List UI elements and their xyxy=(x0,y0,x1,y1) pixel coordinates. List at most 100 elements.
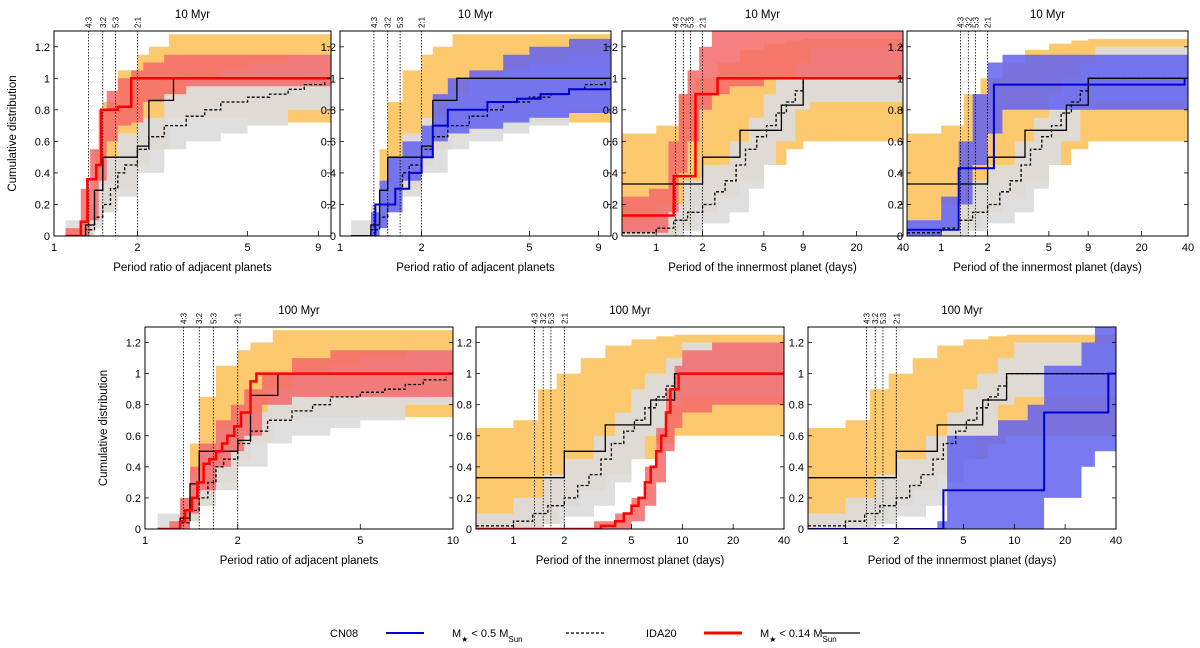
series-black-solid xyxy=(65,77,331,236)
x-tick-label: 20 xyxy=(1059,535,1071,547)
resonance-label: 3:2 xyxy=(871,312,880,324)
legend-mstar-014-sun: Sun xyxy=(823,635,837,644)
legend-cn08-label: CN08 xyxy=(330,628,358,640)
panel-title: 100 Myr xyxy=(278,305,320,317)
y-tick-label: 0.4 xyxy=(126,462,141,474)
plot-area xyxy=(476,327,784,529)
grey-band xyxy=(65,46,331,236)
y-tick-label: 0.6 xyxy=(888,136,903,148)
x-tick-label: 1 xyxy=(337,242,343,254)
y-tick-label: 0 xyxy=(466,524,472,536)
panel-title: 10 Myr xyxy=(175,9,210,21)
legend: CN08 M★ < 0.5 MSun IDA20 M★ < 0.14 MSun xyxy=(330,628,860,644)
x-tick-label: 40 xyxy=(778,535,790,547)
grey-band xyxy=(808,342,1116,529)
x-tick-label: 9 xyxy=(800,242,806,254)
series-black-dashed xyxy=(65,81,326,236)
y-tick-label: 1.2 xyxy=(888,42,903,54)
legend-mstar-05-sun: Sun xyxy=(508,635,522,644)
y-tick-label: 0.6 xyxy=(321,136,336,148)
panel-title: 10 Myr xyxy=(745,9,780,21)
x-tick-label: 40 xyxy=(897,242,909,254)
resonance-label: 2:1 xyxy=(133,16,142,28)
x-tick-label: 20 xyxy=(1135,242,1147,254)
series-black-dashed xyxy=(907,77,1188,234)
x-tick-label: 40 xyxy=(1182,242,1194,254)
panels: 4:3 3:2 5:3 2:100.20.40.60.811.21 2 5 910 MyrP… xyxy=(7,9,1194,567)
x-axis-title: Period of the innermost planet (days) xyxy=(668,262,857,274)
x-tick-label: 5 xyxy=(526,242,532,254)
y-tick-label: 0.8 xyxy=(321,105,336,117)
legend-entry-cn08: CN08 xyxy=(330,628,424,640)
red-band xyxy=(169,350,453,529)
plot-area xyxy=(65,31,331,236)
x-tick-label: 2 xyxy=(134,242,140,254)
chart-panel-6: 4:3 3:25:3 2:1 0 0.2 0.4 0.6 0.8 1 1.2 1 2 5 10 20 40 10… xyxy=(457,305,790,567)
series-black-dashed xyxy=(622,77,903,234)
legend-mstar-014-label: M★ < 0.14 MSun xyxy=(760,628,837,644)
resonance-label: 4:3 xyxy=(531,312,540,324)
panel-title: 10 Myr xyxy=(1030,9,1065,21)
x-axis-title: Period of the innermost planet (days) xyxy=(536,555,725,567)
x-tick-label: 9 xyxy=(1085,242,1091,254)
chart-panel-2: 4:3 3:2 5:3 2:1 0 0.2 0.4 0.6 0.8 1 1.2 1 2 5 9 10 Myr P… xyxy=(321,9,612,274)
y-axis-title: Cumulative distribution xyxy=(98,370,110,486)
plot-area xyxy=(351,31,611,236)
y-tick-label: 0.2 xyxy=(35,199,50,211)
resonance-label: 3:2 xyxy=(679,16,688,28)
grey-band xyxy=(622,46,903,236)
x-tick-label: 1 xyxy=(842,535,848,547)
chart-panel-5: 4:3 3:2 5:3 2:1 0 0.2 0.4 0.6 0.8 1 1.2 1 2 5 10 100 My… xyxy=(98,305,459,567)
y-tick-label: 0.6 xyxy=(603,136,618,148)
y-tick-label: 0.8 xyxy=(457,400,472,412)
y-tick-label: 0.8 xyxy=(888,105,903,117)
plot-area xyxy=(157,327,453,529)
y-tick-label: 1 xyxy=(897,73,903,85)
chart-panel-4: 4:33:25:3 2:1 0 0.2 0.4 0.6 0.8 1 1.2 1 2 5 9 20 40 10 … xyxy=(888,9,1194,274)
y-tick-label: 0 xyxy=(330,231,336,243)
x-tick-label: 2 xyxy=(699,242,705,254)
resonance-label: 5:3 xyxy=(971,16,980,28)
series-black-solid xyxy=(351,77,611,236)
plot-frame xyxy=(906,30,1189,237)
y-tick-label: 1 xyxy=(44,73,50,85)
x-tick-label: 1 xyxy=(938,242,944,254)
blue-band xyxy=(370,38,611,236)
x-tick-label: 10 xyxy=(447,535,459,547)
legend-mstar-014-m: M xyxy=(760,628,769,640)
resonance-label: 4:3 xyxy=(863,312,872,324)
x-tick-label: 9 xyxy=(315,242,321,254)
resonance-label: 5:3 xyxy=(547,312,556,324)
y-tick-label: 0.2 xyxy=(321,199,336,211)
legend-mstar-014-star: ★ xyxy=(769,635,776,644)
y-tick-label: 1 xyxy=(135,369,141,381)
blue-band xyxy=(937,327,1116,529)
y-tick-label: 0.2 xyxy=(888,199,903,211)
y-tick-label: 0.4 xyxy=(35,168,50,180)
series-red-solid xyxy=(157,372,453,529)
x-tick-label: 10 xyxy=(1008,535,1020,547)
panel-title: 10 Myr xyxy=(458,9,493,21)
resonance-label: 5:3 xyxy=(396,16,405,28)
y-tick-label: 0.8 xyxy=(603,105,618,117)
panel-title: 100 Myr xyxy=(609,305,651,317)
plot-frame xyxy=(807,326,1117,530)
y-tick-label: 0.2 xyxy=(457,493,472,505)
x-axis-title: Period of the innermost planet (days) xyxy=(953,262,1142,274)
series-black-dashed xyxy=(157,376,447,529)
plot-frame xyxy=(53,30,332,237)
resonance-label: 5:3 xyxy=(879,312,888,324)
x-tick-label: 5 xyxy=(245,242,251,254)
x-tick-label: 2 xyxy=(561,535,567,547)
x-tick-label: 1 xyxy=(51,242,57,254)
resonance-label: 2:1 xyxy=(984,16,993,28)
y-tick-label: 1.2 xyxy=(35,42,50,54)
series-black-solid xyxy=(476,372,784,479)
x-tick-label: 2 xyxy=(419,242,425,254)
resonance-label: 2:1 xyxy=(560,312,569,324)
y-tick-label: 0.4 xyxy=(603,168,618,180)
y-tick-label: 0 xyxy=(897,231,903,243)
legend-entry-mstar-014: M★ < 0.14 MSun xyxy=(760,628,860,644)
y-tick-label: 1.2 xyxy=(126,338,141,350)
resonance-label: 3:2 xyxy=(99,16,108,28)
